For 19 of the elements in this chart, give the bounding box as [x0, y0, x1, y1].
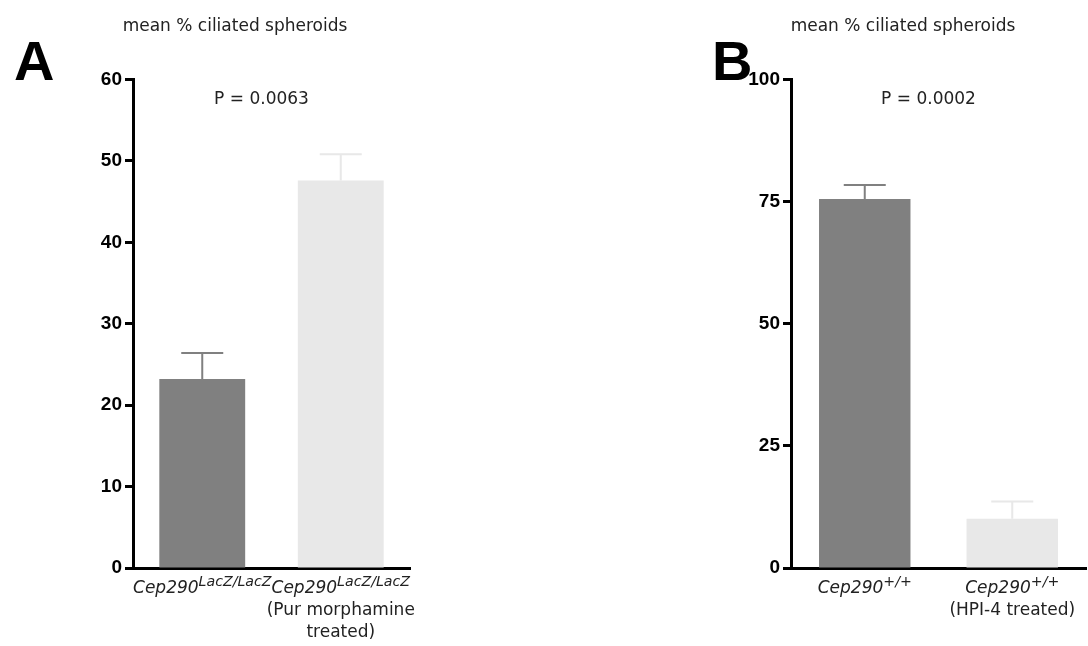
y-tick-label: 40: [100, 230, 122, 252]
y-tick-label: 25: [758, 434, 781, 456]
annotation: P = 0.0002: [881, 87, 976, 108]
y-tick-label: 30: [100, 311, 122, 333]
x-tick-label: Cep290$^{+/+}$ (HPI-4 treated): [948, 572, 1077, 620]
chart-title: mean % ciliated spheroids: [122, 14, 348, 35]
y-tick-label: 60: [100, 67, 122, 89]
y-tick-label: 50: [100, 149, 122, 171]
annotation: P = 0.0063: [214, 87, 309, 108]
y-tick-label: 0: [111, 556, 122, 578]
y-tick-label: 20: [100, 393, 122, 415]
x-tick-label: Cep290$^{LacZ/LacZ}$: [133, 573, 272, 597]
text: A: [14, 28, 55, 93]
y-tick-label: 10: [100, 474, 122, 496]
y-tick-label: 50: [758, 311, 780, 333]
y-tick-label: 0: [769, 556, 780, 578]
y-tick-label: 75: [758, 189, 781, 211]
chart-title: mean % ciliated spheroids: [790, 14, 1016, 35]
x-tick-label: Cep290$^{+/+}$: [817, 573, 912, 597]
